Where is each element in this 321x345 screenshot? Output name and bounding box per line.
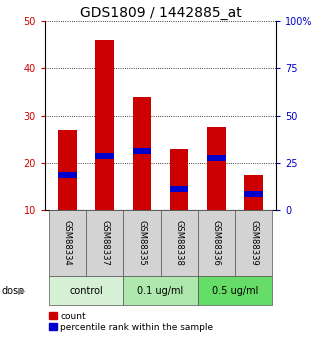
Bar [86, 210, 123, 276]
Text: GSM88337: GSM88337 [100, 220, 109, 266]
Legend: count, percentile rank within the sample: count, percentile rank within the sample [49, 312, 213, 332]
Bar [160, 210, 198, 276]
Bar [123, 276, 198, 305]
Bar [58, 172, 77, 178]
Text: GSM88334: GSM88334 [63, 220, 72, 266]
Text: GSM88336: GSM88336 [212, 220, 221, 266]
Bar [49, 210, 86, 276]
Bar [133, 148, 151, 154]
Bar [95, 153, 114, 159]
Text: GSM88338: GSM88338 [175, 220, 184, 266]
Bar [123, 210, 160, 276]
Text: GSM88335: GSM88335 [137, 220, 146, 266]
Text: control: control [69, 286, 103, 296]
Bar [198, 276, 272, 305]
Bar [235, 210, 272, 276]
Bar [49, 276, 123, 305]
Bar [133, 97, 151, 210]
Text: 0.1 ug/ml: 0.1 ug/ml [137, 286, 184, 296]
Text: 0.5 ug/ml: 0.5 ug/ml [212, 286, 258, 296]
Text: GSM88339: GSM88339 [249, 220, 258, 266]
Bar [207, 127, 226, 210]
Bar [58, 130, 77, 210]
Bar [244, 175, 263, 210]
Bar [170, 149, 188, 210]
Text: ▶: ▶ [18, 286, 26, 296]
Text: dose: dose [2, 286, 25, 296]
Bar [95, 40, 114, 210]
Title: GDS1809 / 1442885_at: GDS1809 / 1442885_at [80, 6, 241, 20]
Bar [198, 210, 235, 276]
Bar [170, 186, 188, 192]
Bar [207, 155, 226, 161]
Bar [244, 191, 263, 197]
